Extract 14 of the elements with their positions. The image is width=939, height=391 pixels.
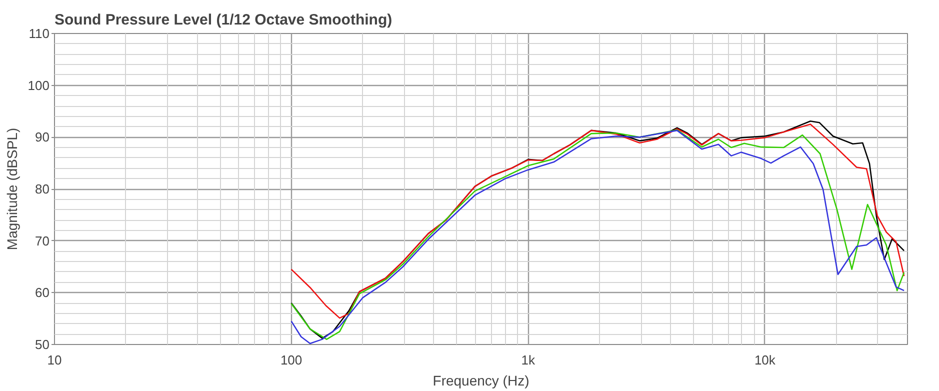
y-tick-label: 50: [35, 337, 50, 352]
x-tick-label: 1k: [521, 352, 536, 368]
y-tick-label: 70: [35, 233, 50, 248]
x-tick-label: 10k: [754, 352, 776, 368]
x-tick-label: 10: [47, 352, 62, 368]
y-tick-label: 80: [35, 182, 50, 196]
x-axis-title: Frequency (Hz): [432, 372, 530, 388]
y-tick-label: 110: [28, 26, 50, 41]
y-tick-label: 60: [35, 285, 50, 300]
y-tick-label: 100: [28, 78, 50, 93]
x-tick-label: 100: [280, 352, 302, 368]
chart-title: Sound Pressure Level (1/12 Octave Smoothing): [54, 12, 392, 28]
y-tick-label: 90: [35, 130, 50, 145]
y-axis-title: Magnitude (dBSPL): [4, 128, 20, 250]
